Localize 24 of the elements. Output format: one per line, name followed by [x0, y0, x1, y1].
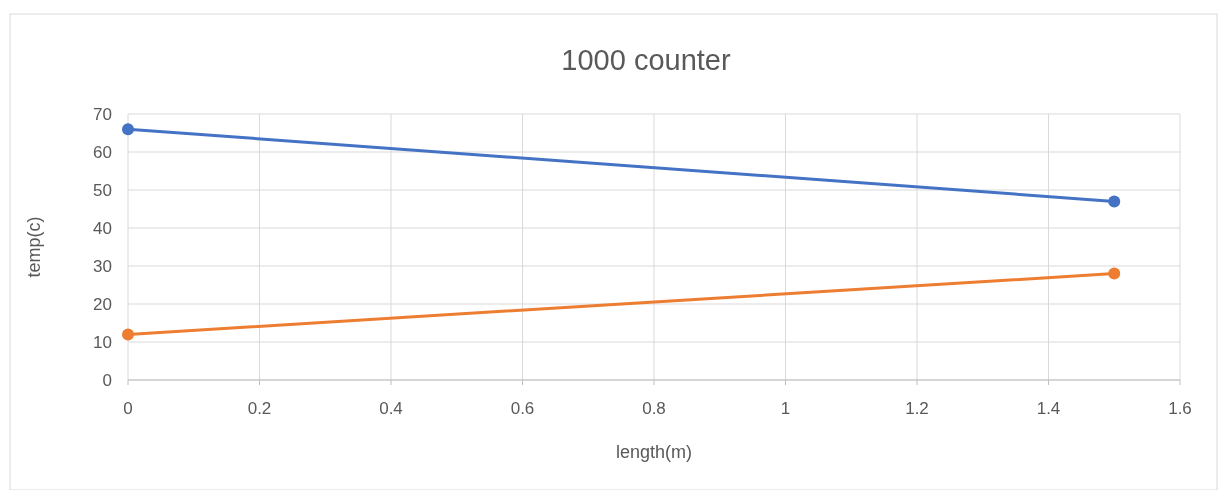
y-tick-label: 50 — [93, 181, 112, 200]
x-tick-label: 1.6 — [1168, 399, 1192, 418]
y-tick-label: 30 — [93, 257, 112, 276]
y-tick-label: 0 — [102, 371, 112, 390]
x-tick-label: 0 — [123, 399, 133, 418]
chart-title: 1000 counter — [561, 44, 731, 76]
x-tick-label: 0.6 — [510, 399, 535, 418]
point — [1108, 267, 1121, 280]
y-tick-label: 70 — [93, 105, 112, 124]
y-tick-label: 40 — [93, 219, 112, 238]
y-axis-title: temp(c) — [24, 216, 44, 278]
point — [122, 123, 134, 136]
point — [1108, 195, 1121, 208]
x-tick-label: 0.2 — [247, 399, 272, 418]
x-tick-label: 1 — [780, 399, 791, 418]
x-tick-label: 1.2 — [905, 399, 929, 418]
x-tick-label: 0.8 — [642, 399, 666, 418]
x-tick-label: 1.4 — [1036, 399, 1061, 418]
y-tick-label: 60 — [93, 143, 112, 162]
y-tick-label: 20 — [93, 295, 112, 314]
x-tick-label: 0.4 — [379, 399, 403, 418]
y-tick-label: 10 — [93, 333, 112, 352]
x-axis-title: length(m) — [615, 442, 693, 462]
point — [122, 328, 134, 341]
